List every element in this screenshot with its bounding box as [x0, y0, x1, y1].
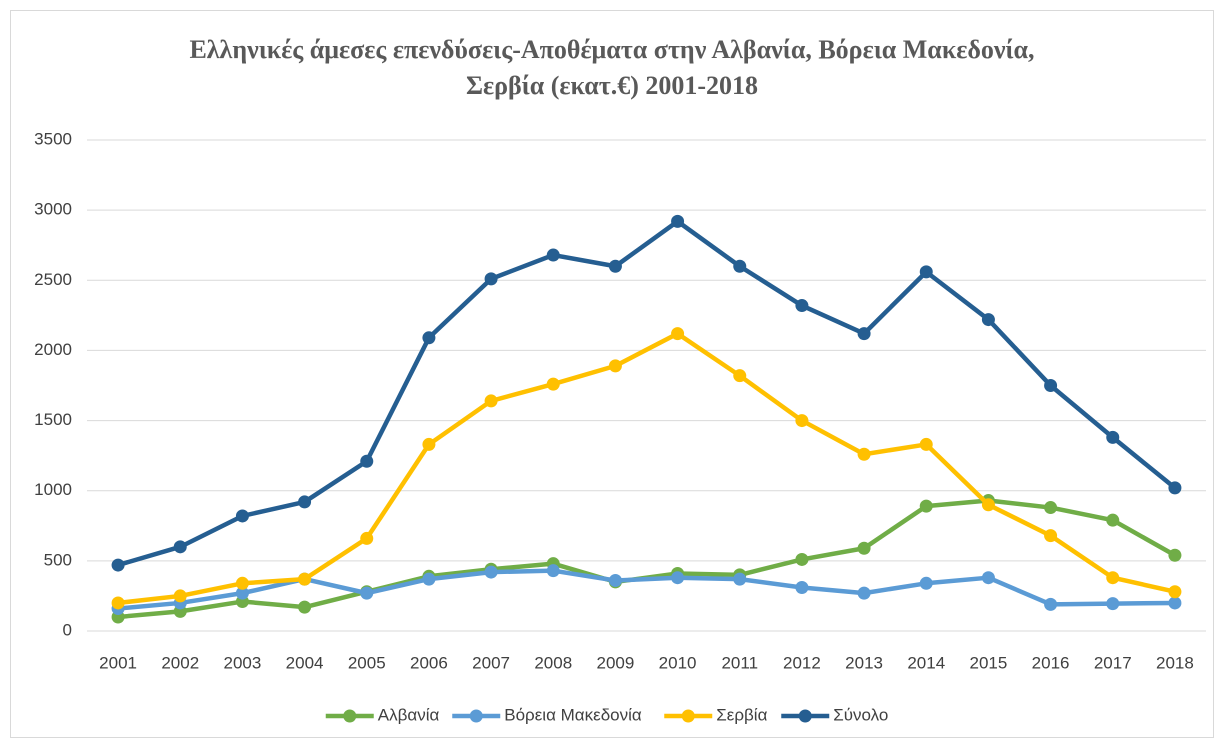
- x-tick-label: 2010: [659, 653, 697, 672]
- data-point: [484, 394, 498, 408]
- data-point: [1106, 513, 1120, 527]
- legend-marker: [798, 709, 812, 723]
- data-point: [1044, 379, 1058, 392]
- x-tick-label: 2018: [1156, 653, 1194, 672]
- data-point: [422, 437, 436, 451]
- y-tick-label: 1500: [34, 410, 72, 429]
- data-point: [546, 377, 560, 391]
- data-point: [235, 509, 249, 523]
- data-point: [795, 299, 809, 313]
- data-point: [1168, 596, 1182, 610]
- legend-marker: [469, 709, 483, 723]
- data-point: [546, 564, 560, 578]
- y-tick-label: 3000: [34, 200, 72, 219]
- data-point: [1168, 585, 1182, 599]
- data-point: [235, 586, 249, 600]
- data-point: [795, 414, 809, 428]
- data-point: [1106, 430, 1120, 444]
- x-tick-label: 2001: [99, 653, 137, 672]
- x-tick-label: 2005: [348, 653, 386, 672]
- x-tick-label: 2006: [410, 653, 448, 672]
- data-point: [546, 248, 560, 262]
- data-point: [360, 531, 374, 545]
- x-tick-label: 2003: [224, 653, 262, 672]
- data-point: [981, 498, 995, 512]
- data-point: [1044, 597, 1058, 611]
- x-tick-label: 2004: [286, 653, 324, 672]
- data-point: [173, 540, 187, 554]
- data-point: [298, 572, 312, 586]
- data-point: [795, 581, 809, 595]
- data-point: [173, 589, 187, 603]
- data-point: [422, 572, 436, 586]
- series-line: [117, 219, 1177, 568]
- data-point: [1106, 597, 1120, 611]
- data-point: [235, 576, 249, 590]
- x-tick-label: 2013: [845, 653, 883, 672]
- data-point: [857, 541, 871, 555]
- x-tick-label: 2016: [1032, 653, 1070, 672]
- x-tick-label: 2007: [472, 653, 510, 672]
- chart-title: Ελληνικές άμεσες επενδύσεις-Αποθέματα στ…: [189, 35, 1035, 100]
- y-tick-label: 0: [63, 620, 72, 639]
- data-point: [298, 600, 312, 614]
- data-point: [608, 359, 622, 373]
- y-tick-label: 1000: [34, 480, 72, 499]
- data-point: [733, 572, 747, 586]
- x-tick-label: 2008: [534, 653, 572, 672]
- data-point: [981, 571, 995, 585]
- data-point: [484, 565, 498, 579]
- y-tick-label: 2500: [34, 270, 72, 289]
- data-point: [111, 558, 125, 572]
- y-tick-label: 3500: [34, 129, 72, 148]
- legend-label: Βόρεια Μακεδονία: [504, 705, 642, 724]
- legend-marker: [681, 709, 695, 723]
- data-point: [1044, 501, 1058, 515]
- data-point: [1168, 548, 1182, 562]
- legend-marker: [343, 709, 357, 723]
- x-tick-label: 2017: [1094, 653, 1132, 672]
- data-point: [857, 327, 871, 341]
- data-point: [608, 259, 622, 273]
- data-point: [360, 586, 374, 600]
- data-point: [298, 495, 312, 509]
- data-point: [919, 576, 933, 590]
- data-point: [733, 259, 747, 273]
- data-point: [919, 499, 933, 513]
- x-tick-label: 2011: [721, 653, 758, 672]
- data-point: [857, 586, 871, 600]
- legend-label: Σερβία: [716, 705, 767, 724]
- x-tick-label: 2015: [970, 653, 1008, 672]
- data-point: [981, 313, 995, 327]
- data-point: [857, 447, 871, 461]
- data-point: [671, 214, 685, 228]
- data-point: [1044, 529, 1058, 543]
- x-tick-label: 2009: [597, 653, 635, 672]
- x-tick-label: 2002: [161, 653, 199, 672]
- chart-frame: [10, 10, 1214, 738]
- x-tick-label: 2012: [783, 653, 821, 672]
- data-point: [919, 437, 933, 451]
- y-tick-label: 2000: [34, 340, 72, 359]
- y-tick-label: 500: [44, 550, 72, 569]
- legend-label: Σύνολο: [833, 705, 888, 724]
- series-line: [117, 331, 1176, 606]
- x-tick-label: 2014: [907, 653, 945, 672]
- data-point: [1168, 481, 1182, 495]
- data-point: [795, 552, 809, 566]
- data-point: [360, 454, 374, 468]
- data-point: [608, 573, 622, 587]
- data-point: [919, 265, 933, 279]
- data-point: [484, 272, 498, 286]
- data-point: [111, 596, 125, 610]
- data-point: [1106, 571, 1120, 585]
- data-point: [671, 327, 685, 341]
- legend-label: Αλβανία: [378, 705, 440, 724]
- data-point: [671, 571, 685, 585]
- data-point: [422, 331, 436, 345]
- data-point: [733, 369, 747, 383]
